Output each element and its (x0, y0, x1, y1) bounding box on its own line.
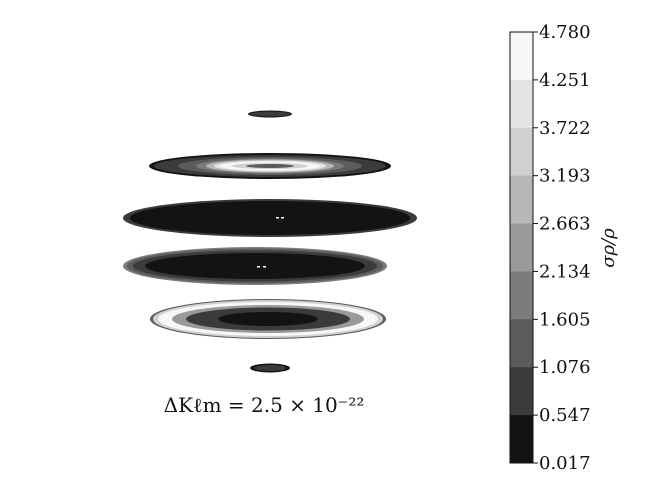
bright-speck (263, 266, 266, 268)
colorbar-tick-label: 3.193 (539, 166, 591, 187)
slice-5-contour-5 (218, 312, 318, 326)
colorbar-tick-label: 1.076 (539, 357, 591, 378)
colorbar-level-4 (510, 223, 533, 272)
slice-2 (149, 153, 391, 179)
slice-1-contour-1 (250, 111, 290, 117)
colorbar-level-3 (510, 175, 533, 225)
density-slices (123, 110, 417, 373)
colorbar-level-1 (510, 79, 533, 129)
slice-3 (123, 199, 417, 237)
bright-speck (281, 217, 284, 219)
bright-speck (276, 217, 279, 219)
colorbar-tick-label: 4.780 (539, 22, 591, 43)
colorbar-level-8 (510, 415, 533, 464)
colorbar-level-5 (510, 271, 533, 320)
colorbar-tick-label: 4.251 (539, 70, 591, 91)
colorbar-tick-label: 2.663 (539, 214, 591, 235)
delta-k-annotation: ΔKℓm = 2.5 × 10⁻²² (164, 393, 365, 417)
colorbar-frame (509, 31, 534, 464)
slice-5 (150, 299, 386, 339)
colorbar-tick-label: 0.547 (539, 405, 591, 426)
bright-speck (257, 266, 260, 268)
colorbar-level-6 (510, 319, 533, 368)
slice-6 (250, 363, 290, 373)
slice-6-contour-1 (254, 365, 286, 371)
slice-4-contour-3 (145, 253, 365, 279)
colorbar-label: σρ/ρ (598, 228, 619, 268)
colorbar-level-0 (510, 32, 533, 81)
colorbar-tick-label: 1.605 (539, 309, 591, 330)
colorbar: 4.780 4.251 3.722 3.193 2.663 2.134 1.605 1.076… (509, 22, 591, 474)
colorbar-tick-label: 0.017 (539, 453, 591, 474)
slice-1 (248, 110, 292, 118)
colorbar-level-2 (510, 127, 533, 177)
colorbar-tick-label: 3.722 (539, 118, 591, 139)
colorbar-level-7 (510, 367, 533, 416)
colorbar-tick-label: 2.134 (539, 261, 591, 282)
slice-2-contour-8 (246, 164, 294, 168)
slice-4 (123, 247, 387, 285)
slice-3-contour-1 (130, 201, 410, 235)
